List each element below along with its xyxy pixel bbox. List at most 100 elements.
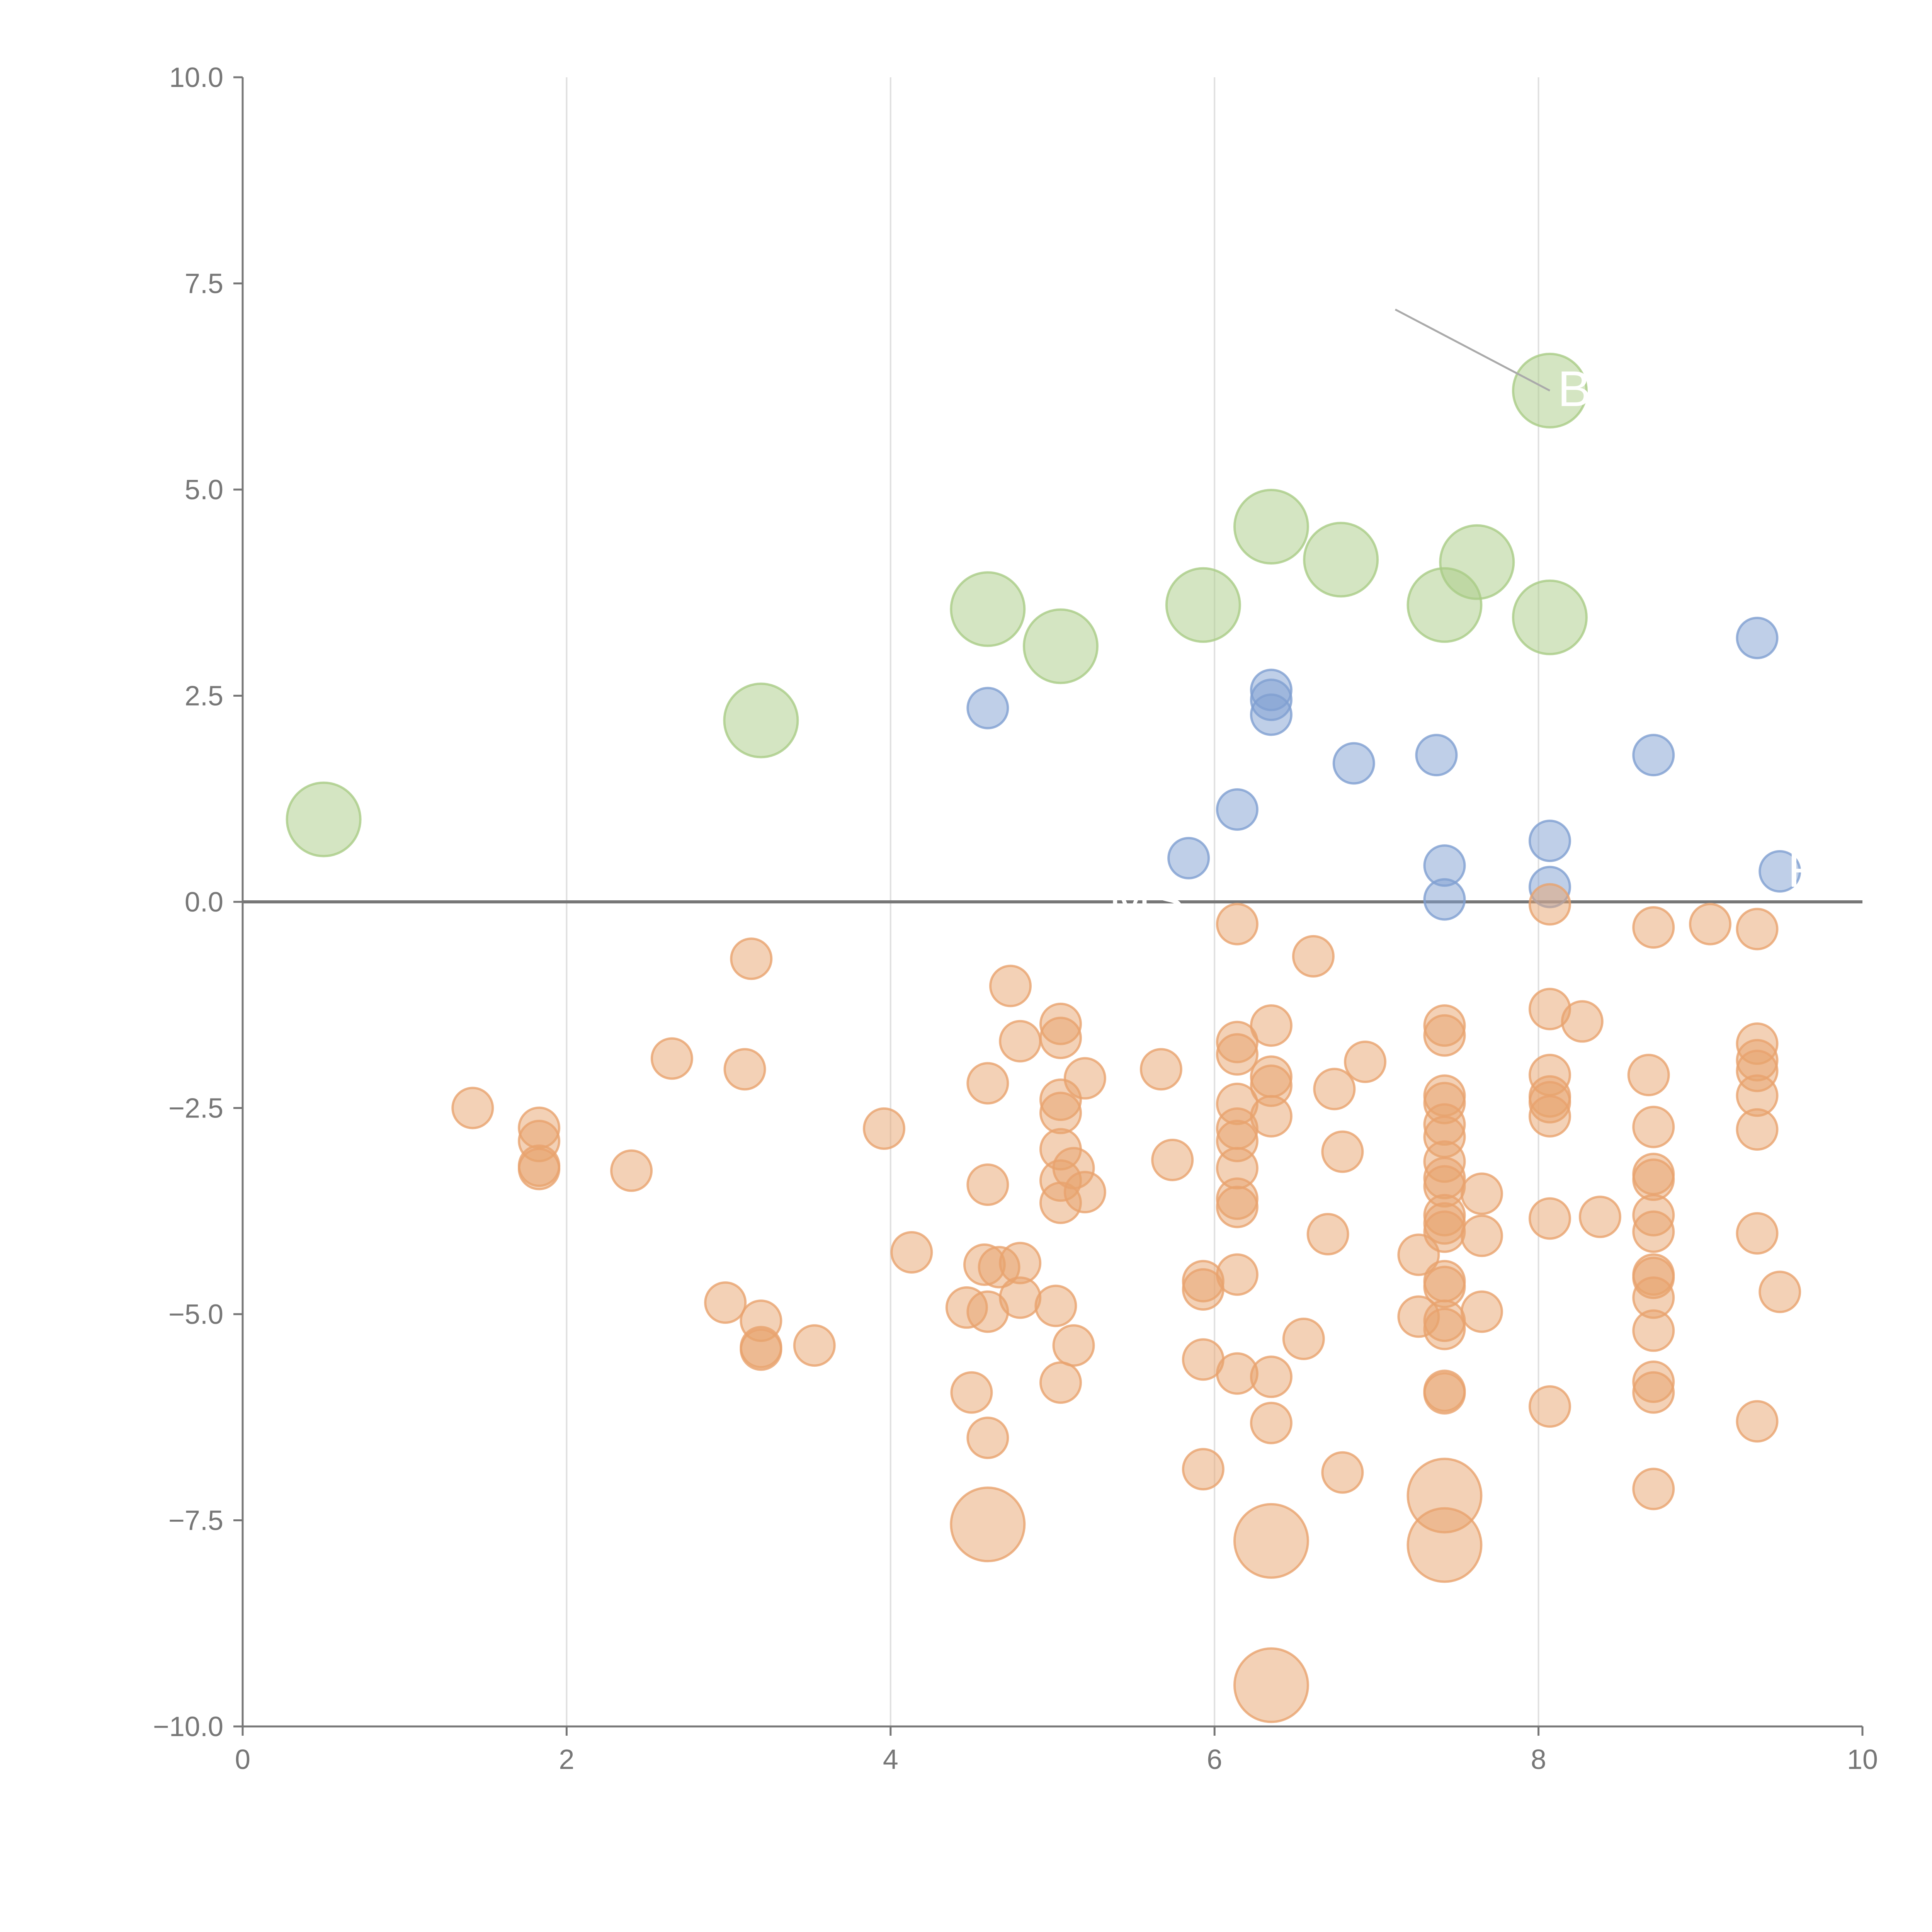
green-data-point — [950, 571, 1026, 647]
orange-data-point — [999, 1276, 1042, 1319]
annotation-label: R — [1787, 841, 1824, 898]
orange-data-point — [1627, 1054, 1670, 1097]
orange-data-point — [1528, 1197, 1571, 1240]
annotation-label: S — [898, 666, 932, 722]
orange-data-point — [730, 937, 773, 980]
orange-data-point — [451, 1087, 494, 1129]
orange-data-point — [1216, 1033, 1259, 1076]
green-data-point — [1022, 608, 1099, 684]
blue-data-point — [1423, 878, 1466, 921]
orange-data-point — [1460, 1290, 1503, 1333]
annotations: B R MS C S — [898, 308, 1824, 1505]
blue-data-point — [1528, 820, 1571, 862]
orange-large-data-point — [1233, 1503, 1309, 1579]
annotation-label: B — [1558, 361, 1591, 417]
orange-data-point — [650, 1037, 693, 1080]
orange-data-point — [1632, 1105, 1675, 1148]
orange-data-point — [1216, 1185, 1259, 1228]
y-tick-label: 7.5 — [185, 269, 223, 299]
orange-data-point — [966, 1417, 1009, 1459]
orange-data-point — [1632, 1371, 1675, 1414]
y-tick-label: 10.0 — [169, 62, 223, 93]
orange-data-point — [1034, 1284, 1077, 1327]
orange-data-point — [1039, 1017, 1082, 1060]
x-tick-label: 8 — [1531, 1744, 1546, 1775]
orange-data-point — [1052, 1324, 1095, 1367]
orange-data-point — [610, 1149, 653, 1192]
green-data-point — [286, 781, 362, 857]
orange-data-point — [1423, 1372, 1466, 1415]
green-data-point — [723, 682, 799, 759]
orange-data-point — [1321, 1130, 1364, 1173]
blue-data-point — [966, 687, 1009, 730]
orange-data-point — [1528, 1385, 1571, 1428]
orange-data-point — [1561, 1000, 1604, 1043]
orange-data-point — [1282, 1318, 1325, 1361]
orange-large-data-point — [1233, 1647, 1309, 1723]
blue-data-point — [1759, 850, 1801, 893]
annotation-label: C — [1368, 1449, 1404, 1505]
orange-data-point — [1039, 1092, 1082, 1134]
orange-data-point — [1632, 1158, 1675, 1201]
orange-data-point — [863, 1107, 906, 1150]
orange-data-point — [1250, 1095, 1293, 1138]
orange-data-point — [1063, 1171, 1106, 1214]
orange-data-point — [1423, 1210, 1466, 1253]
orange-data-point — [740, 1328, 782, 1371]
orange-data-point — [1151, 1138, 1194, 1181]
y-tick-label: −2.5 — [168, 1093, 223, 1124]
orange-data-point — [999, 1020, 1042, 1063]
y-tick-label: −10.0 — [153, 1711, 223, 1742]
orange-data-point — [1139, 1048, 1182, 1091]
orange-data-point — [1736, 1108, 1779, 1151]
orange-data-point — [1632, 906, 1675, 949]
green-data-point — [1303, 522, 1379, 598]
x-tick-label: 10 — [1847, 1744, 1878, 1775]
x-tick-label: 2 — [559, 1744, 574, 1775]
orange-data-point — [1736, 1212, 1779, 1255]
blue-data-point — [1736, 617, 1779, 660]
y-tick-label: −5.0 — [168, 1299, 223, 1330]
orange-data-point — [966, 1062, 1009, 1105]
green-data-point — [1233, 489, 1309, 565]
orange-data-point — [1578, 1196, 1621, 1238]
orange-data-point — [1460, 1172, 1503, 1215]
blue-data-point — [1415, 734, 1458, 777]
orange-data-point — [723, 1048, 766, 1091]
orange-data-point — [1250, 1355, 1293, 1398]
orange-data-point — [1250, 1004, 1293, 1047]
orange-data-point — [1528, 1095, 1571, 1138]
orange-data-point — [1250, 1401, 1293, 1444]
orange-data-point — [1460, 1214, 1503, 1257]
orange-data-point — [793, 1324, 836, 1367]
blue-data-point — [1632, 734, 1675, 777]
axes: 0 2 4 6 8 10 −10.0 −7.5 −5.0 −2.5 0.0 2.5 5.0 7.5 10.0 — [153, 62, 1878, 1775]
orange-data-point — [1632, 1210, 1675, 1253]
orange-data-point — [1736, 908, 1779, 951]
orange-data-point — [1182, 1448, 1225, 1491]
annotation-label: MS — [1109, 872, 1184, 928]
orange-data-point — [1759, 1270, 1801, 1313]
orange-data-point — [1632, 1309, 1675, 1352]
orange-large-data-point — [950, 1486, 1026, 1563]
orange-data-point — [704, 1281, 747, 1324]
annotation-leader-line — [1395, 308, 1551, 392]
orange-data-point — [1423, 1014, 1466, 1057]
orange-data-point — [1689, 903, 1731, 946]
y-tick-label: 0.0 — [185, 887, 223, 918]
blue-data-point — [1332, 742, 1375, 785]
orange-data-point — [1344, 1040, 1387, 1083]
blue-data-point — [1167, 837, 1210, 879]
orange-data-point — [989, 964, 1032, 1007]
orange-data-point — [518, 1148, 561, 1190]
orange-data-point — [1063, 1057, 1106, 1100]
orange-data-point — [1313, 1068, 1356, 1111]
orange-data-point — [1736, 1400, 1779, 1443]
green-data-point — [1512, 579, 1588, 655]
x-tick-label: 0 — [235, 1744, 250, 1775]
y-tick-label: 2.5 — [185, 681, 223, 712]
orange-data-point — [950, 1371, 993, 1414]
x-tick-label: 6 — [1207, 1744, 1222, 1775]
orange-data-point — [1292, 935, 1335, 978]
